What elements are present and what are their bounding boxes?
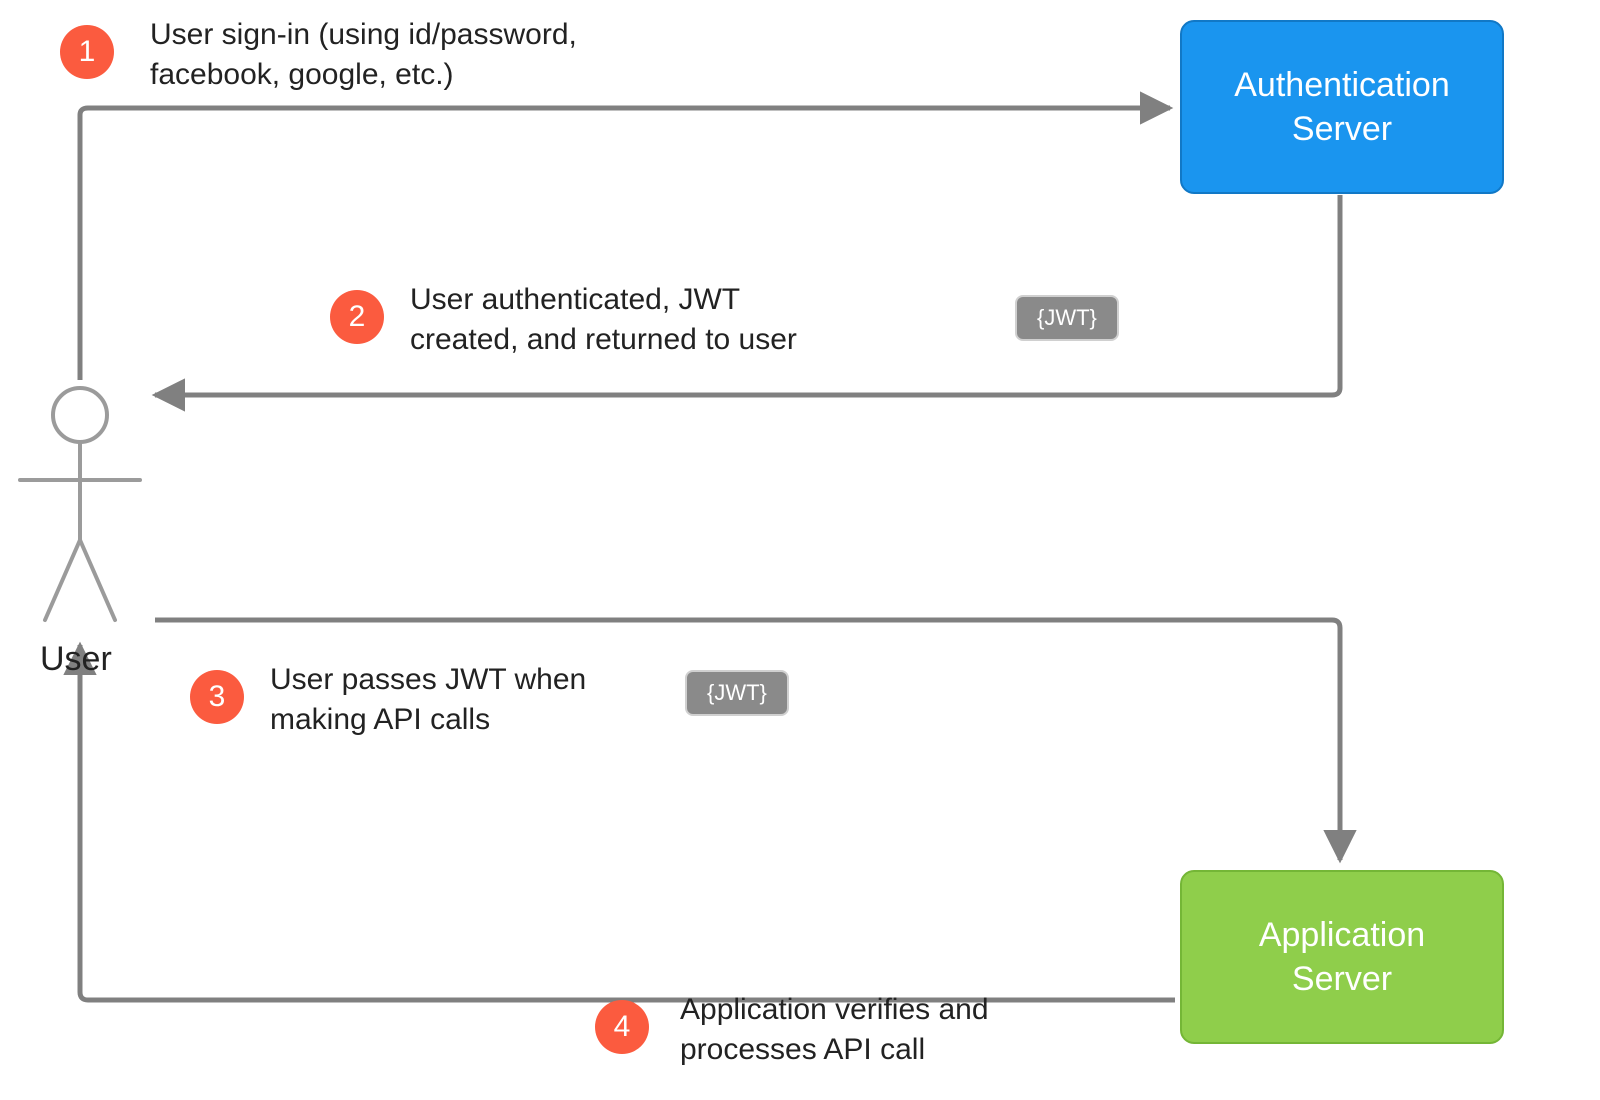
jwt-token-chip: {JWT} xyxy=(1015,295,1119,341)
step-badge-4: 4 xyxy=(595,1000,649,1054)
jwt-auth-flow-diagram: User Authentication Server Application S… xyxy=(0,0,1600,1100)
step-text-3: User passes JWT when making API calls xyxy=(270,660,586,740)
jwt-token-chip: {JWT} xyxy=(685,670,789,716)
application-server-node: Application Server xyxy=(1180,870,1504,1044)
step-badge-1: 1 xyxy=(60,25,114,79)
step-badge-3: 3 xyxy=(190,670,244,724)
arrow-step-3 xyxy=(155,620,1340,860)
user-icon xyxy=(20,388,140,620)
step-text-1: User sign-in (using id/password, faceboo… xyxy=(150,15,577,95)
arrow-step-4 xyxy=(80,645,1175,1000)
authentication-server-node: Authentication Server xyxy=(1180,20,1504,194)
step-badge-2: 2 xyxy=(330,290,384,344)
step-text-4: Application verifies and processes API c… xyxy=(680,990,989,1070)
step-text-2: User authenticated, JWT created, and ret… xyxy=(410,280,797,360)
user-label: User xyxy=(40,640,112,679)
